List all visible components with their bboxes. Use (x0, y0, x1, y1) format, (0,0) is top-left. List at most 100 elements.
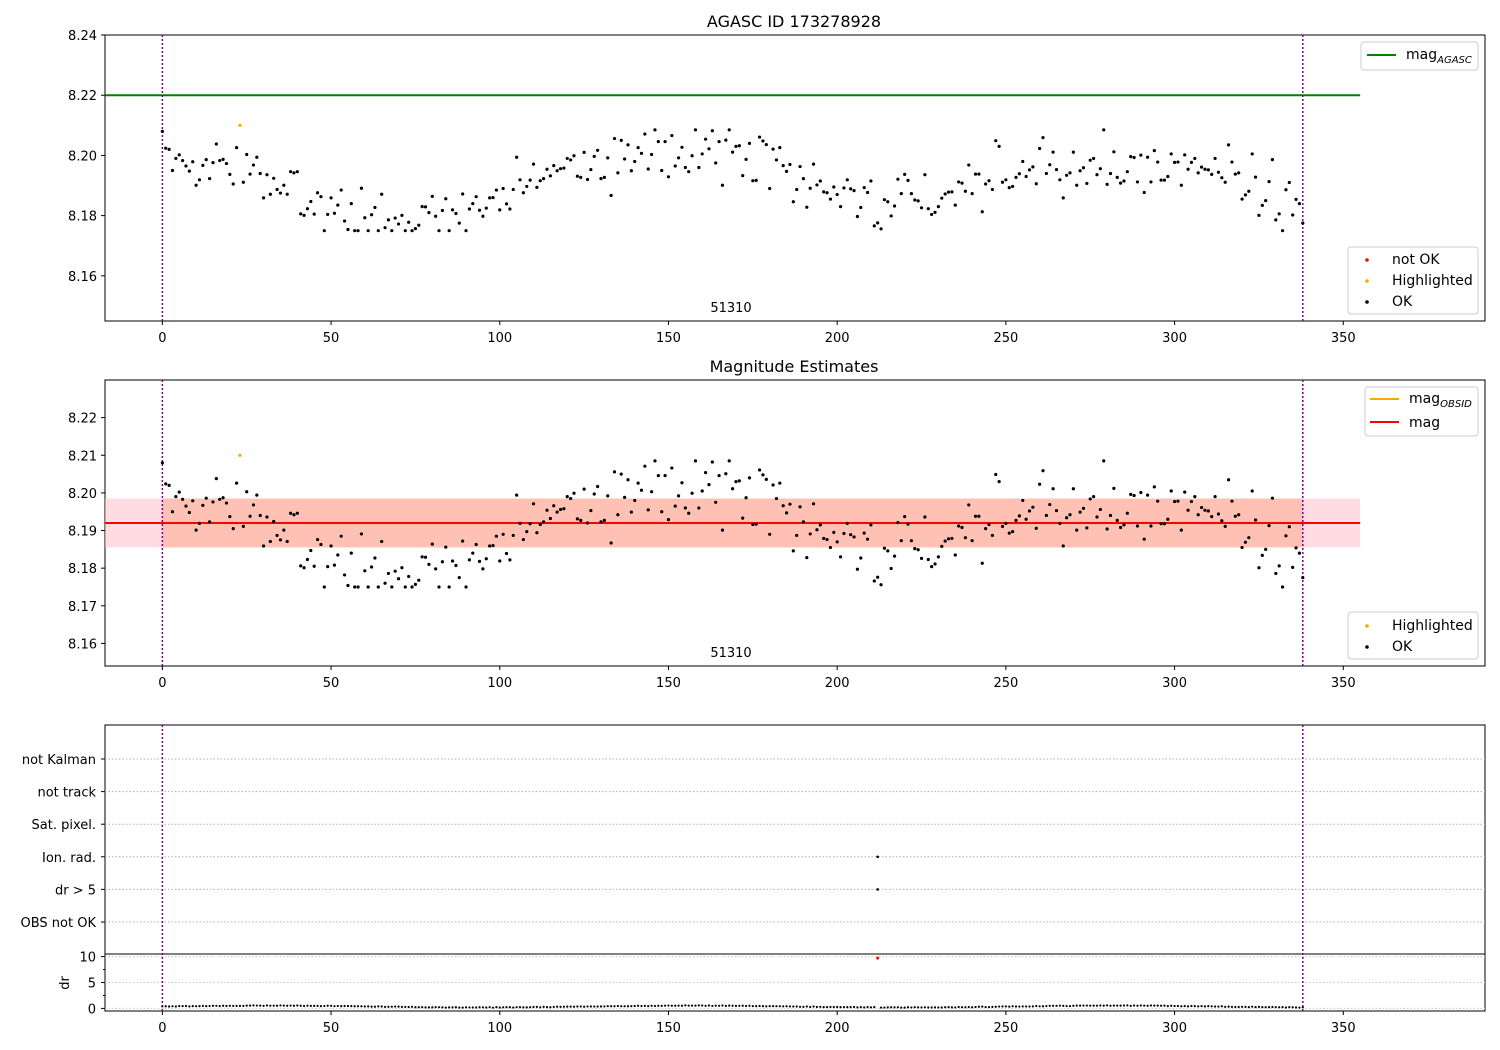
agasc-ok-point (363, 216, 367, 220)
dr-point (1075, 1004, 1078, 1007)
magnitude-ok-point (977, 514, 981, 518)
dr-point (697, 1004, 700, 1007)
agasc-ok-point (1294, 197, 1298, 201)
magnitude-ok-point (1068, 513, 1072, 517)
flags-x-tick-label: 100 (487, 1021, 512, 1036)
flags-x-tick-label: 250 (993, 1021, 1018, 1036)
magnitude-x-tick-label: 150 (656, 676, 681, 691)
agasc-ok-point (970, 192, 974, 196)
agasc-ok-point (1034, 182, 1038, 186)
magnitude-ok-point (525, 530, 529, 534)
magnitude-ok-point (1044, 513, 1048, 518)
magnitude-ok-point (1021, 498, 1025, 503)
agasc-ok-point (801, 177, 806, 181)
agasc-ok-point (477, 208, 482, 212)
magnitude-ok-point (852, 535, 856, 539)
magnitude-ok-point (1048, 502, 1052, 507)
dr-point (323, 1004, 326, 1008)
dr-point (724, 1004, 727, 1007)
agasc-ok-point (184, 164, 188, 168)
magnitude-ok-point (231, 527, 235, 531)
flag-y-tick-label: not Kalman (22, 753, 96, 768)
dr-point (613, 1005, 616, 1008)
agasc-ok-point (973, 172, 978, 176)
agasc-ok-point (589, 167, 593, 172)
agasc-ok-point (268, 192, 272, 196)
agasc-ok-point (599, 177, 603, 181)
magnitude-ok-point (194, 528, 198, 532)
dr-point (421, 1006, 424, 1009)
agasc-ok-point (1267, 180, 1271, 184)
magnitude-ok-point (1038, 482, 1042, 486)
dr-point (640, 1004, 643, 1008)
agasc-x-tick-label: 50 (323, 331, 340, 346)
dr-point (414, 1006, 417, 1009)
agasc-ok-point (1044, 171, 1048, 176)
magnitude-ok-point (187, 510, 191, 515)
dr-point (377, 1005, 380, 1008)
dr-point (1068, 1004, 1072, 1008)
magnitude-ok-point (855, 567, 860, 571)
dr-point (819, 1005, 822, 1008)
dr-point (461, 1006, 464, 1009)
dr-point (1102, 1004, 1105, 1007)
dr-point (191, 1005, 194, 1008)
dr-point (788, 1005, 792, 1008)
agasc-ok-point (869, 179, 873, 183)
magnitude-ok-point (865, 537, 870, 541)
agasc-ok-point (282, 183, 286, 187)
magnitude-ok-point (373, 556, 377, 560)
magnitude-ok-point (484, 557, 488, 561)
agasc-ok-point (359, 186, 364, 190)
agasc-ok-point (278, 191, 283, 195)
dr-point (1176, 1004, 1180, 1008)
dr-point (1014, 1005, 1018, 1008)
dr-point (559, 1005, 562, 1008)
agasc-ok-point (673, 164, 677, 168)
magnitude-ok-point (1078, 510, 1082, 514)
agasc-x-tick-label: 150 (656, 331, 681, 346)
dr-point (680, 1004, 684, 1007)
agasc-ok-point (417, 223, 421, 227)
magnitude-ok-point (515, 493, 519, 497)
magnitude-ok-point (896, 521, 900, 525)
dr-point (917, 1006, 920, 1009)
magnitude-ok-point (447, 585, 451, 589)
magnitude-ok-point (612, 470, 617, 474)
dr-point (1095, 1004, 1099, 1007)
agasc-ok-point (386, 218, 391, 222)
agasc-ok-point (214, 142, 218, 146)
agasc-ok-point (481, 214, 485, 218)
agasc-ok-point (592, 154, 596, 158)
magnitude-ok-point (444, 545, 448, 549)
dr-point (1301, 1006, 1304, 1009)
dr-point (711, 1004, 714, 1008)
agasc-ok-point (1206, 168, 1210, 172)
dr-point (1173, 1004, 1176, 1008)
dr-point (714, 1004, 717, 1007)
dr-point (549, 1006, 552, 1009)
dr-point (589, 1005, 592, 1008)
magnitude-ok-point (228, 515, 232, 519)
agasc-ok-point (764, 142, 768, 147)
dr-point (255, 1004, 258, 1007)
magnitude-ok-point (1105, 527, 1109, 531)
magnitude-ok-point (720, 528, 725, 532)
dr-point (825, 1005, 829, 1009)
magnitude-ok-point (592, 492, 596, 496)
magnitude-y-tick-label: 8.17 (68, 600, 97, 615)
dr-point (1041, 1005, 1045, 1008)
magnitude-ok-point (784, 511, 789, 515)
agasc-y-tick-label: 8.24 (68, 29, 97, 44)
agasc-ok-point (1196, 171, 1200, 175)
dr-point (1190, 1004, 1193, 1008)
agasc-ok-point (251, 163, 256, 167)
agasc-ok-point (687, 170, 691, 174)
dr-point (1143, 1004, 1146, 1007)
magnitude-ok-point (265, 515, 269, 519)
dr-point (677, 1004, 680, 1007)
dr-point (174, 1005, 177, 1008)
dr-point (1112, 1004, 1115, 1007)
dr-point (863, 1006, 866, 1009)
dr-point (744, 1004, 748, 1008)
